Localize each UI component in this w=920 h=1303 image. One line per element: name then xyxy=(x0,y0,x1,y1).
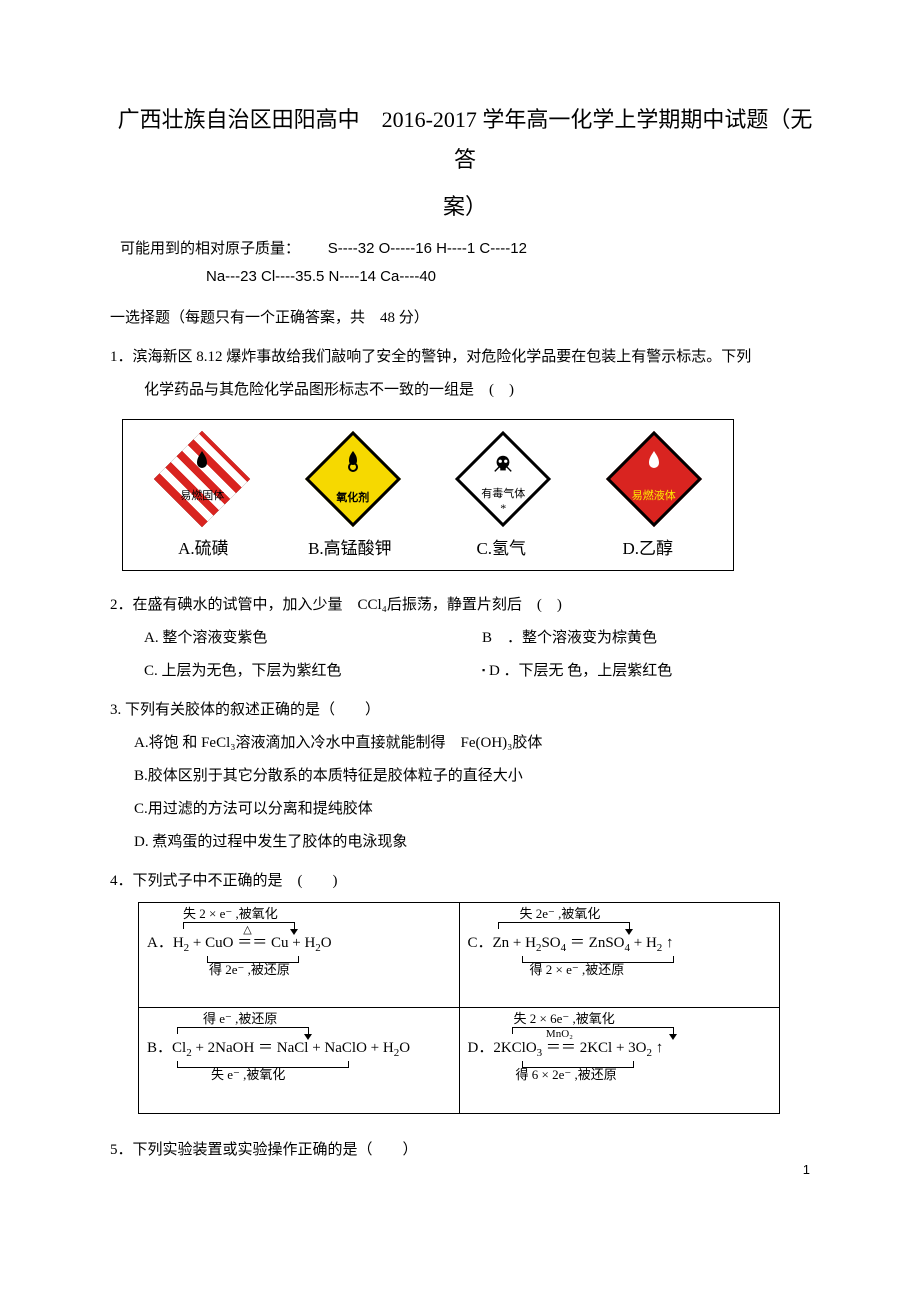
hazard-caption-b: B.高锰酸钾 xyxy=(272,534,428,559)
q2-options-row2: C. 上层为无色，下层为紫红色 ▪ D ．下层无 色，上层紫红色 xyxy=(144,655,820,688)
hazard-captions-row: A.硫磺 B.高锰酸钾 C.氢气 D.乙醇 xyxy=(123,534,733,565)
hazard-diamond-oxidizer: 氧化剂 xyxy=(305,431,401,527)
q4-cell-c: 失 2e⁻ ,被氧化 C．Zn + H2SO4 ＝ ZnSO4 + H2 ↑ 得… xyxy=(460,903,780,1008)
q4-right-column: 失 2e⁻ ,被氧化 C．Zn + H2SO4 ＝ ZnSO4 + H2 ↑ 得… xyxy=(460,903,780,1113)
hazard-caption-c: C.氢气 xyxy=(428,534,575,559)
flame-icon-2 xyxy=(642,449,666,473)
q4c-bot: 得 2 × e⁻ ,被还原 xyxy=(530,963,772,978)
q3-stem: 3. 下列有关胶体的叙述正确的是（ ） xyxy=(110,702,380,718)
hazard-diamond-flammable-solid: 易燃固体 xyxy=(154,431,250,527)
hazard-label-3: 有毒气体 xyxy=(455,485,551,501)
q4d-eq: D．2KClO3 MnO₂＝＝ 2KCl + 3O2 ↑ xyxy=(468,1036,772,1059)
hazard-icons-row: 易燃固体 氧化剂 有毒气体 * xyxy=(123,420,733,534)
question-3: 3. 下列有关胶体的叙述正确的是（ ） xyxy=(110,694,820,727)
q4-cell-a: 失 2 × e⁻ ,被氧化 A．H2 + CuO △＝＝ Cu + H2O 得 … xyxy=(139,903,459,1008)
q4-cell-d: 失 2 × 6e⁻ ,被氧化 D．2KClO3 MnO₂＝＝ 2KCl + 3O… xyxy=(460,1008,780,1113)
q2-opt-a: A. 整个溶液变紫色 xyxy=(144,622,482,655)
q4c-top: 失 2e⁻ ,被氧化 xyxy=(520,907,772,922)
q2-opt-d: ▪ D ．下层无 色，上层紫红色 xyxy=(482,655,820,688)
q4a-top: 失 2 × e⁻ ,被氧化 xyxy=(183,907,451,922)
question-2: 2．在盛有碘水的试管中，加入少量 CCl₄后振荡，静置片刻后 ( ) xyxy=(110,589,820,622)
q4d-cond: MnO₂ xyxy=(546,1028,573,1040)
q4a-bot: 得 2e⁻ ,被还原 xyxy=(209,963,451,978)
q4a-cond: △ xyxy=(243,923,251,936)
atomic-mass-label: 可能用到的相对原子质量： xyxy=(120,241,300,257)
title-line-2: 案） xyxy=(110,187,820,227)
title-line-1: 广西壮族自治区田阳高中 2016-2017 学年高一化学上学期期中试题（无答 xyxy=(110,100,820,179)
hazard-caption-a: A.硫磺 xyxy=(135,534,272,559)
question-4: 4．下列式子中不正确的是 ( ) xyxy=(110,865,820,898)
q4-left-column: 失 2 × e⁻ ,被氧化 A．H2 + CuO △＝＝ Cu + H2O 得 … xyxy=(139,903,460,1113)
q2-opt-c: C. 上层为无色，下层为紫红色 xyxy=(144,655,482,688)
q2-stem: 2．在盛有碘水的试管中，加入少量 CCl₄后振荡，静置片刻后 ( ) xyxy=(110,597,562,613)
section-1-heading: 一选择题（每题只有一个正确答案，共 48 分） xyxy=(110,302,820,335)
page-number: 1 xyxy=(803,1162,810,1177)
hazard-label-4: 易燃液体 xyxy=(606,487,702,503)
q1-stem-line2: 化学药品与其危险化学品图形标志不一致的一组是 ( ) xyxy=(144,374,820,407)
question-1: 1．滨海新区 8.12 爆炸事故给我们敲响了安全的警钟，对危险化学品要在包装上有… xyxy=(110,341,820,407)
atomic-mass-values-2: Na---23 Cl----35.5 N----14 Ca----40 xyxy=(206,263,820,292)
q5-stem: 5．下列实验装置或实验操作正确的是（ ） xyxy=(110,1142,418,1158)
q3-opt-a: A.将饱 和 FeCl₃溶液滴加入冷水中直接就能制得 Fe(OH)₃胶体 xyxy=(134,727,820,760)
question-5: 5．下列实验装置或实验操作正确的是（ ） xyxy=(110,1134,820,1167)
hazard-diamond-flammable-liquid: 易燃液体 xyxy=(606,431,702,527)
skull-icon xyxy=(492,453,514,475)
q1-stem-line1: 1．滨海新区 8.12 爆炸事故给我们敲响了安全的警钟，对危险化学品要在包装上有… xyxy=(110,349,751,365)
q2-opt-b: B ．整个溶液变为棕黄色 xyxy=(482,622,820,655)
flame-icon xyxy=(190,449,214,473)
asterisk-icon: * xyxy=(455,501,551,516)
exam-page: 广西壮族自治区田阳高中 2016-2017 学年高一化学上学期期中试题（无答 案… xyxy=(0,0,920,1207)
q4b-eq: B．Cl2 + 2NaOH ＝ NaCl + NaClO + H2O xyxy=(147,1036,451,1059)
q4-figure: 失 2 × e⁻ ,被氧化 A．H2 + CuO △＝＝ Cu + H2O 得 … xyxy=(138,902,780,1114)
q4b-bot: 失 e⁻ ,被氧化 xyxy=(211,1068,451,1083)
q4d-top: 失 2 × 6e⁻ ,被氧化 xyxy=(514,1012,772,1027)
q4c-eq: C．Zn + H2SO4 ＝ ZnSO4 + H2 ↑ xyxy=(468,931,772,954)
q1-hazard-figure: 易燃固体 氧化剂 有毒气体 * xyxy=(122,419,734,571)
q2-options-row1: A. 整个溶液变紫色 B ．整个溶液变为棕黄色 xyxy=(144,622,820,655)
hazard-caption-d: D.乙醇 xyxy=(575,534,722,559)
hazard-label-1: 易燃固体 xyxy=(154,487,250,503)
q2-opt-d-text: D ．下层无 色，上层紫红色 xyxy=(489,663,672,679)
q3-opt-c: C.用过滤的方法可以分离和提纯胶体 xyxy=(134,793,820,826)
q3-opt-d: D. 煮鸡蛋的过程中发生了胶体的电泳现象 xyxy=(134,826,820,859)
atomic-mass-label-row: 可能用到的相对原子质量： S----32 O-----16 H----1 C--… xyxy=(120,235,820,264)
q4a-eq: A．H2 + CuO △＝＝ Cu + H2O xyxy=(147,931,451,954)
hazard-diamond-toxic-gas: 有毒气体 * xyxy=(455,431,551,527)
q3-opt-b: B.胶体区别于其它分散系的本质特征是胶体粒子的直径大小 xyxy=(134,760,820,793)
q4b-top: 得 e⁻ ,被还原 xyxy=(203,1012,451,1027)
q4-cell-b: 得 e⁻ ,被还原 B．Cl2 + 2NaOH ＝ NaCl + NaClO +… xyxy=(139,1008,459,1113)
atomic-mass-values-1: S----32 O-----16 H----1 C----12 xyxy=(328,240,527,257)
q4d-bot: 得 6 × 2e⁻ ,被还原 xyxy=(516,1068,772,1083)
oxidizer-flame-icon xyxy=(341,449,365,473)
q4-stem: 4．下列式子中不正确的是 ( ) xyxy=(110,873,338,889)
hazard-label-2: 氧化剂 xyxy=(305,489,401,505)
